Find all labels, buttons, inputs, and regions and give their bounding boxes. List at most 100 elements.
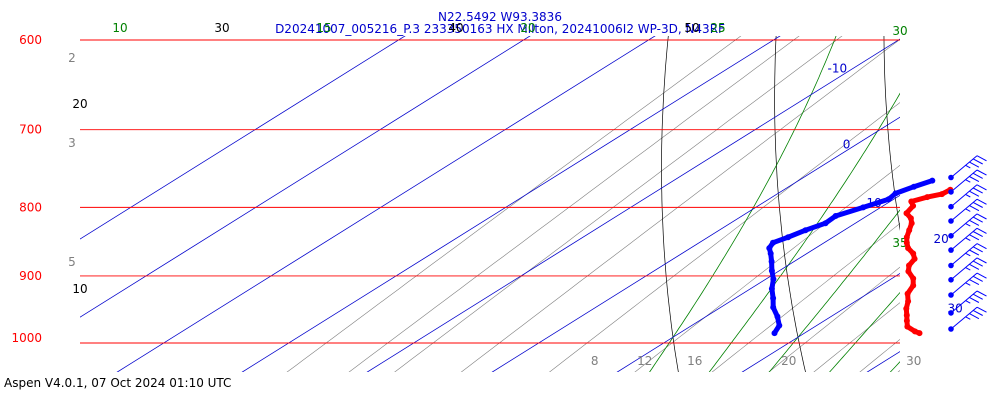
pressure-tick-label: 700 [19,123,42,137]
wind-barb-half-flag [965,164,971,169]
dewpoint-point [770,304,777,311]
dewpoint-point [770,276,777,283]
temperature-point [906,227,913,234]
temperature-point [910,275,917,282]
wind-barb [948,257,987,283]
moist-adiabat-20 [768,209,900,372]
wind-barb [948,184,987,210]
wind-barb [948,155,987,181]
wind-barb-shaft [950,155,978,178]
dewpoint-point [768,267,775,274]
wind-barb-flag [972,309,983,316]
wind-barb-shaft [950,213,978,237]
dewpoint-point [822,220,829,227]
wind-barb-flag [969,176,980,183]
wind-barb-flag [976,257,987,264]
moist-adiabat-label-10: 10 [112,21,127,35]
wind-barb-flag [976,272,987,279]
wind-barb [948,198,987,224]
dewpoint-point [929,177,936,184]
temperature-point [903,210,910,217]
wind-barb-flag [969,279,980,286]
temperature-point [938,191,945,198]
temperature-tick-label: 8 [591,354,599,368]
temperature-point [905,298,912,305]
wind-barb-half-flag [965,300,971,304]
temperature-point [904,323,911,330]
wind-barb-flag [969,219,980,226]
temperature-point [911,255,918,262]
temperature-point [903,239,910,246]
dewpoint-point [776,322,783,329]
wind-barb-shaft [950,257,978,281]
wind-barb-flag [969,161,980,168]
wind-barb [948,243,987,269]
dry-adiabat-label-40: 40 [448,21,463,35]
wind-barb-half-flag [965,267,971,271]
pressure-tick-label: 600 [19,33,42,47]
isotherm-label: -10 [828,61,848,75]
wind-barb-flag [969,313,980,320]
dry-adiabat-label-20: 20 [72,97,87,111]
moist-adiabat-label-25: 25 [710,21,725,35]
dewpoint-point [860,204,867,211]
temperature-point [903,305,910,312]
wind-barb-flag [972,231,983,238]
dewpoint-point [768,285,775,292]
wind-barb-flag [976,213,987,220]
dewpoint-point [785,234,792,241]
temperature-point [904,290,911,297]
wind-barb-flag [976,184,987,191]
dewpoint-point [766,245,773,252]
wind-barb-half-flag [965,316,971,320]
mixing-ratio-label-2: 2 [68,51,76,65]
dewpoint-point [802,227,809,234]
isotherm-line [241,36,781,372]
wind-barb-flag [972,201,983,208]
isotherm-line [366,38,900,372]
mixing-ratio-line [394,36,843,372]
temperature-point [908,220,915,227]
temperature-point [916,330,923,337]
dry-adiabat-label-10: 10 [72,282,87,296]
temperature-point [911,328,918,335]
mixing-ratio-line [768,266,900,372]
dewpoint-point [768,258,775,265]
temperature-point [910,282,917,289]
temperature-point [903,317,910,324]
wind-barb-shaft [950,184,978,208]
wind-barb-flag [976,169,987,176]
wind-barb-flag [976,243,987,250]
temperature-tick-label: 16 [687,354,702,368]
wind-barb-flag [969,190,980,197]
wind-barb-half-flag [965,282,971,286]
dry-adiabat-label-50: 50 [684,21,699,35]
moist-adiabat-label-15: 15 [316,21,331,35]
isotherm-label: 20 [934,232,949,246]
wind-barb-flag [969,234,980,241]
moist-adiabat-25 [829,291,900,372]
wind-barb-half-flag [965,252,971,257]
wind-barb-shaft [950,306,978,330]
mixing-ratio-label-5: 5 [68,255,76,269]
isotherm-line [80,36,531,318]
wind-barb [948,272,987,298]
temperature-tick-label: 20 [781,354,796,368]
wind-barb-shaft [950,198,978,222]
wind-barb-half-flag [965,179,971,183]
isotherm-line [959,0,1000,393]
temperature-tick-label: 12 [637,354,652,368]
dewpoint-point [774,313,781,320]
wind-barb-half-flag [965,193,971,198]
dewpoint-point [770,295,777,302]
wind-barb-flag [969,296,980,303]
wind-barb-flag [976,155,987,162]
wind-barb-shaft [950,227,978,251]
wind-barb-shaft [950,290,978,314]
temperature-point [910,202,917,209]
wind-barb-flag [976,306,987,313]
isotherm-line [616,194,900,372]
mixing-ratio-line [711,223,900,372]
wind-barb-flag [969,249,980,256]
